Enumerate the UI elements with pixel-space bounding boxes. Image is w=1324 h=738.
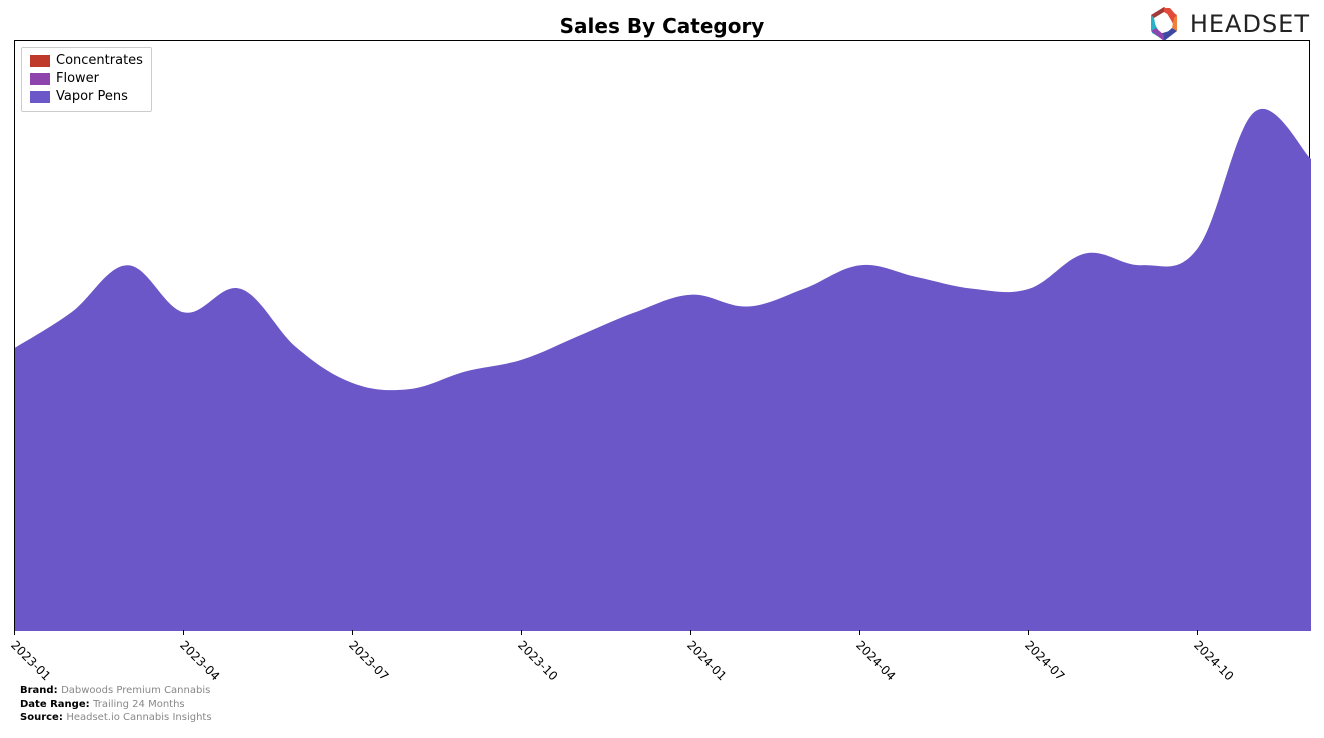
area-chart-svg xyxy=(15,41,1311,631)
x-tick-mark xyxy=(352,630,353,635)
x-tick-mark xyxy=(521,630,522,635)
x-tick-label: 2023-04 xyxy=(177,638,222,683)
footer-value: Dabwoods Premium Cannabis xyxy=(61,685,210,696)
x-tick-mark xyxy=(14,630,15,635)
x-tick-mark xyxy=(690,630,691,635)
legend-item: Concentrates xyxy=(30,52,143,70)
x-tick-label: 2023-10 xyxy=(515,638,560,683)
x-tick-mark xyxy=(1197,630,1198,635)
area-series xyxy=(15,109,1311,631)
legend-label: Vapor Pens xyxy=(56,88,128,106)
footer-label: Brand: xyxy=(20,685,61,696)
x-tick-label: 2023-07 xyxy=(346,638,391,683)
x-tick-label: 2023-01 xyxy=(8,638,53,683)
legend-item: Vapor Pens xyxy=(30,88,143,106)
footer-value: Headset.io Cannabis Insights xyxy=(66,712,211,723)
chart-container: { "chart": { "type": "area", "title": "S… xyxy=(0,0,1324,738)
x-tick-label: 2024-04 xyxy=(853,638,898,683)
legend-swatch xyxy=(30,73,50,85)
chart-footer: Brand: Dabwoods Premium CannabisDate Ran… xyxy=(20,684,212,725)
footer-label: Date Range: xyxy=(20,699,93,710)
footer-line: Source: Headset.io Cannabis Insights xyxy=(20,711,212,725)
plot-area: ConcentratesFlowerVapor Pens xyxy=(14,40,1310,630)
legend-swatch xyxy=(30,55,50,67)
x-tick-label: 2024-01 xyxy=(684,638,729,683)
brand-logo-text: HEADSET xyxy=(1190,10,1310,38)
legend-label: Concentrates xyxy=(56,52,143,70)
footer-label: Source: xyxy=(20,712,66,723)
brand-logo: HEADSET xyxy=(1144,4,1310,44)
headset-logo-icon xyxy=(1144,4,1184,44)
footer-value: Trailing 24 Months xyxy=(93,699,185,710)
legend-swatch xyxy=(30,91,50,103)
chart-title: Sales By Category xyxy=(0,14,1324,38)
x-tick-mark xyxy=(183,630,184,635)
legend-label: Flower xyxy=(56,70,99,88)
x-tick-mark xyxy=(859,630,860,635)
legend: ConcentratesFlowerVapor Pens xyxy=(21,47,152,112)
legend-item: Flower xyxy=(30,70,143,88)
x-tick-mark xyxy=(1028,630,1029,635)
footer-line: Brand: Dabwoods Premium Cannabis xyxy=(20,684,212,698)
x-tick-label: 2024-07 xyxy=(1022,638,1067,683)
footer-line: Date Range: Trailing 24 Months xyxy=(20,698,212,712)
x-tick-label: 2024-10 xyxy=(1191,638,1236,683)
